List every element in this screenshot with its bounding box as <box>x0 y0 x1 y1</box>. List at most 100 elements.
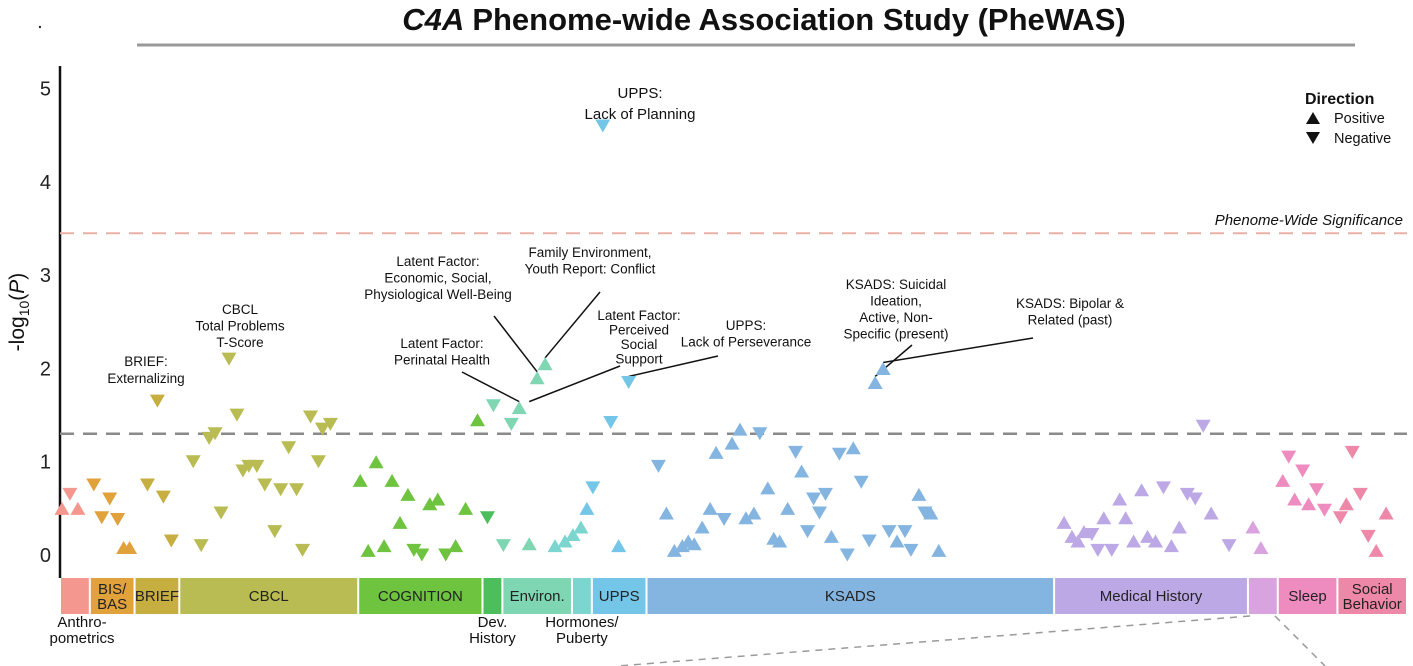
y-axis-label-suffix: (P) <box>6 273 29 301</box>
data-point-positive <box>122 541 138 555</box>
data-point-positive <box>1126 534 1142 548</box>
data-point-positive <box>400 487 416 501</box>
annotation-label: Latent Factor: <box>400 336 483 351</box>
category-band <box>1248 578 1277 614</box>
category-label: Behavior <box>1343 596 1402 613</box>
data-point-negative <box>503 417 519 431</box>
data-point-negative <box>94 511 110 525</box>
category-band <box>483 578 502 614</box>
category-band <box>1338 578 1406 614</box>
data-point-positive <box>724 436 740 450</box>
data-point-positive <box>392 515 408 529</box>
data-point-negative <box>595 119 611 133</box>
data-point-negative <box>495 539 511 553</box>
data-point-positive <box>1112 492 1128 506</box>
data-point-positive <box>1147 534 1163 548</box>
data-point-negative <box>917 506 933 520</box>
data-point-positive <box>923 506 939 520</box>
data-point-positive <box>376 539 392 553</box>
annotations: UPPS: Lack of Planning BRIEF: Externalizing… <box>107 85 1124 386</box>
data-point-positive <box>557 534 573 548</box>
data-point-positive <box>1134 483 1150 497</box>
annotation-label: Externalizing <box>107 371 184 386</box>
annotation-label: Lack of Planning <box>585 106 696 123</box>
category-band <box>1055 578 1247 614</box>
data-point-positive <box>529 371 545 385</box>
data-point-negative <box>861 534 877 548</box>
data-point-positive <box>611 539 627 553</box>
y-tick-label: 4 <box>40 172 51 194</box>
data-point-positive <box>458 501 474 515</box>
annotation-label: Active, Non- <box>859 310 933 325</box>
y-axis-label: -log10(P) <box>6 273 32 352</box>
category-band <box>647 578 1054 614</box>
data-point-positive <box>746 506 762 520</box>
data-point-negative <box>257 478 273 492</box>
data-point-negative <box>853 475 869 489</box>
annotation-label: Specific (present) <box>843 327 948 342</box>
category-band <box>592 578 646 614</box>
y-tick-label: 0 <box>40 545 51 567</box>
data-point-positive <box>889 534 905 548</box>
data-point-negative <box>839 548 855 562</box>
annotation-label: BRIEF: <box>124 354 168 369</box>
annotation-label: Perceived <box>609 323 669 338</box>
y-axis-label-prefix: -log <box>6 316 29 351</box>
annotation-label: Total Problems <box>195 319 285 334</box>
category-band <box>359 578 482 614</box>
chart-title: C4A Phenome-wide Association Study (PheWA… <box>402 2 1125 37</box>
category-label-below: Dev. <box>478 614 508 631</box>
annotation-leader <box>882 337 1034 364</box>
data-point-negative <box>185 455 201 469</box>
data-point-positive <box>1118 511 1134 525</box>
triangle-down-icon <box>1306 132 1320 144</box>
data-point-positive <box>867 375 883 389</box>
data-point-negative <box>267 525 283 539</box>
category-label: BIS/ <box>98 581 127 598</box>
data-point-positive <box>845 441 861 455</box>
data-point-negative <box>1195 419 1211 433</box>
data-point-positive <box>911 487 927 501</box>
data-point-negative <box>800 525 816 539</box>
data-point-positive <box>1096 511 1112 525</box>
data-point-positive <box>1070 534 1086 548</box>
data-point-positive <box>384 473 400 487</box>
corner-mark: . <box>38 15 42 31</box>
data-point-positive <box>54 501 70 515</box>
data-point-positive <box>702 501 718 515</box>
category-band <box>572 578 591 614</box>
annotation-label: Latent Factor: <box>396 254 479 269</box>
category-label: BRIEF <box>135 588 179 605</box>
data-point-positive <box>875 361 891 375</box>
data-point-positive <box>537 357 553 371</box>
category-label-below: pometrics <box>49 630 114 647</box>
y-tick-label: 1 <box>40 452 51 474</box>
data-point-positive <box>547 539 563 553</box>
data-point-positive <box>368 455 384 469</box>
data-point-negative <box>281 441 297 455</box>
data-point-negative <box>1155 481 1171 495</box>
legend-entry-label: Negative <box>1334 131 1391 147</box>
data-point-negative <box>86 478 102 492</box>
category-label: Sleep <box>1288 588 1326 605</box>
data-point-negative <box>229 408 245 422</box>
data-point-negative <box>1104 543 1120 557</box>
category-label-below: Puberty <box>556 630 608 647</box>
data-point-negative <box>102 492 118 506</box>
data-point-positive <box>1203 506 1219 520</box>
data-point-positive <box>1253 541 1269 555</box>
data-point-positive <box>70 501 86 515</box>
category-bands: Anthro-pometrics BIS/BAS BRIEF CBCL COGNITIO… <box>49 578 1406 647</box>
category-label-below: Anthro- <box>57 614 106 631</box>
data-point-negative <box>903 543 919 557</box>
data-point-negative <box>1090 543 1106 557</box>
data-point-negative <box>322 417 338 431</box>
data-point-negative <box>831 447 847 461</box>
data-point-negative <box>213 506 229 520</box>
y-tick-label: 5 <box>40 79 51 101</box>
data-point-positive <box>732 422 748 436</box>
category-label-below: Hormones/ <box>545 614 619 631</box>
data-point-negative <box>1295 464 1311 478</box>
data-point-negative <box>406 543 422 557</box>
